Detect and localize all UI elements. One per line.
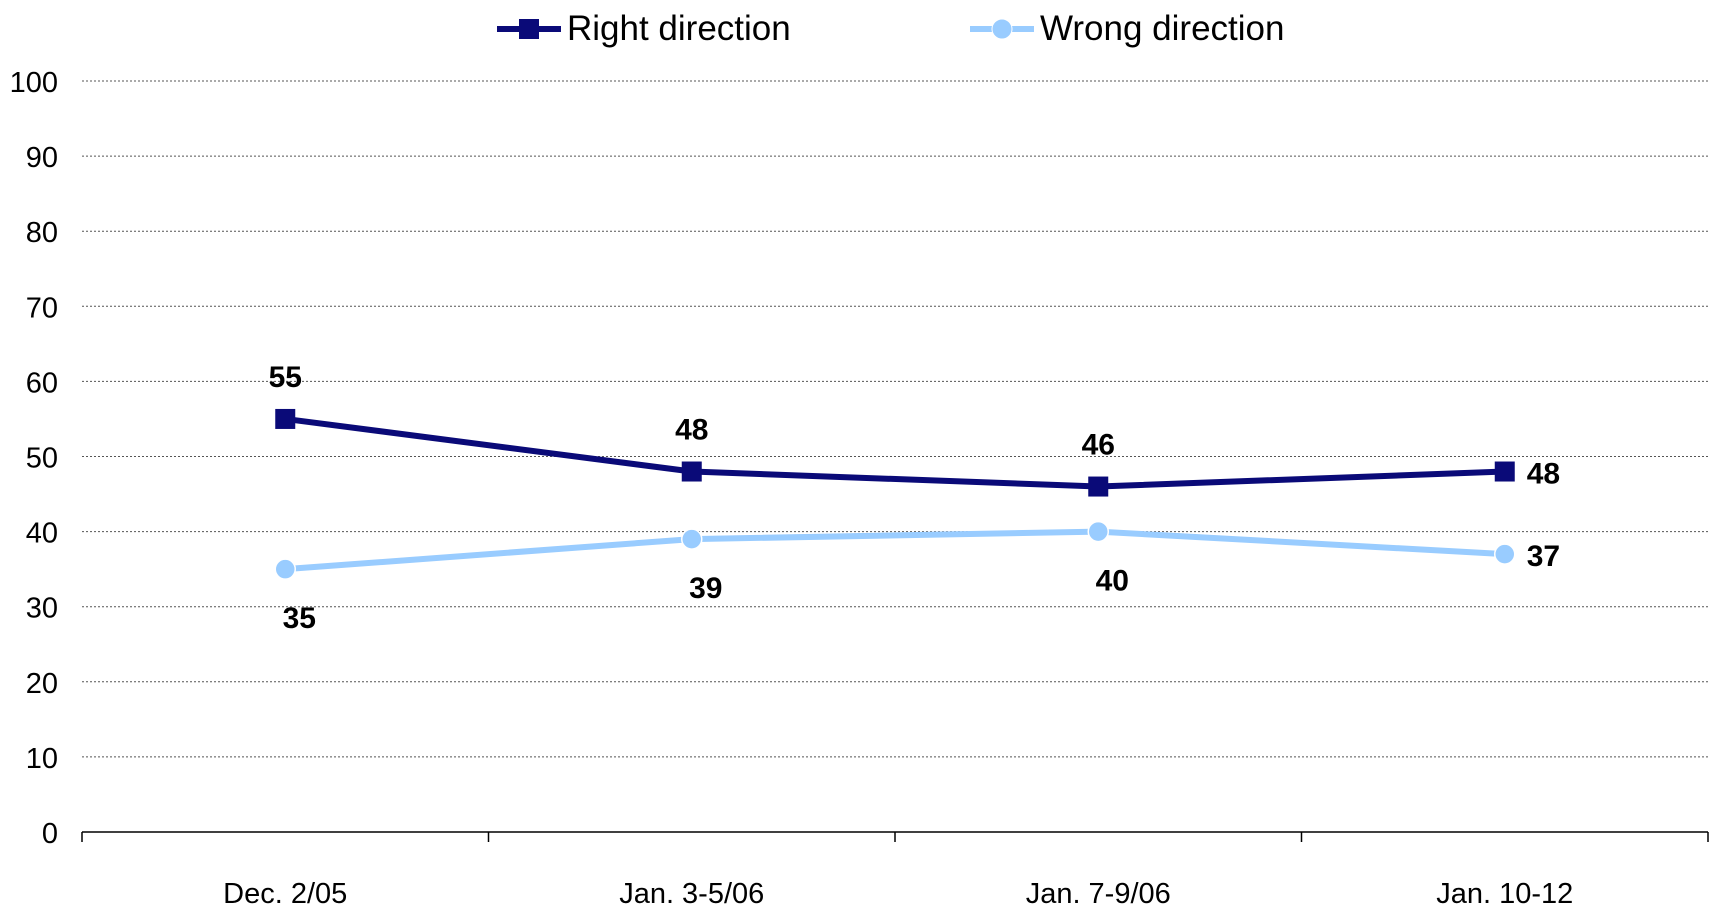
data-label: 48 xyxy=(675,414,708,447)
data-label: 46 xyxy=(1082,429,1115,462)
y-tick-label-100: 100 xyxy=(10,67,58,99)
data-point-marker xyxy=(1088,476,1109,497)
data-label: 37 xyxy=(1527,540,1560,573)
y-tick-label-10: 10 xyxy=(26,743,58,775)
y-tick-label-60: 60 xyxy=(26,367,58,399)
legend-item-right-direction: Right direction xyxy=(497,4,791,54)
y-tick-label-80: 80 xyxy=(26,217,58,249)
data-point-marker xyxy=(274,558,296,580)
y-tick-label-0: 0 xyxy=(42,818,58,850)
y-tick-label-50: 50 xyxy=(26,443,58,475)
data-label: 48 xyxy=(1527,458,1560,491)
legend-label-right-direction: Right direction xyxy=(567,9,791,48)
data-point-marker xyxy=(1494,543,1516,565)
legend-swatch-wrong-direction xyxy=(970,18,1034,40)
series-line-1 xyxy=(284,415,1505,490)
legend-label-wrong-direction: Wrong direction xyxy=(1040,9,1285,48)
y-tick-label-30: 30 xyxy=(26,593,58,625)
x-tick-label-2: Jan. 3-5/06 xyxy=(619,878,764,908)
data-point-marker xyxy=(275,408,296,429)
series-line-2 xyxy=(285,528,1505,573)
y-tick-label-40: 40 xyxy=(26,518,58,550)
y-tick-label-70: 70 xyxy=(26,292,58,324)
data-point-marker xyxy=(681,461,702,482)
data-label: 40 xyxy=(1096,565,1129,598)
data-label: 35 xyxy=(283,602,316,635)
data-point-marker xyxy=(1087,520,1109,543)
x-tick-label-1: Dec. 2/05 xyxy=(223,878,347,908)
legend-item-wrong-direction: Wrong direction xyxy=(970,4,1284,54)
x-tick-label-3: Jan. 7-9/06 xyxy=(1026,878,1171,908)
y-tick-label-90: 90 xyxy=(26,142,58,174)
legend: Right direction Wrong direction xyxy=(0,4,1715,54)
data-label: 39 xyxy=(689,572,722,605)
data-label: 55 xyxy=(269,361,302,394)
legend-swatch-right-direction xyxy=(497,19,561,39)
y-tick-label-20: 20 xyxy=(26,668,58,700)
x-tick-label-4: Jan. 10-12 xyxy=(1436,878,1573,908)
data-point-marker xyxy=(1494,461,1515,482)
data-point-marker xyxy=(681,528,703,550)
